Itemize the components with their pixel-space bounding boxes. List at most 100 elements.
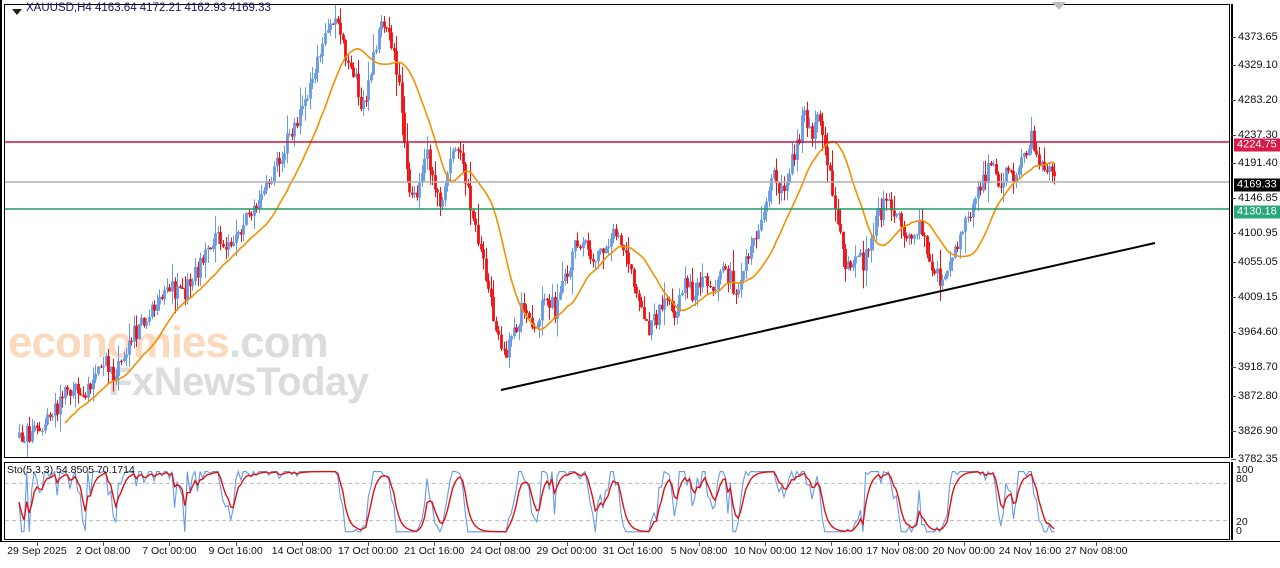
candle-body [931,261,934,271]
candle-body [439,192,442,207]
time-tick [566,542,568,546]
stochastic-d-line [18,470,1055,533]
candle-body [212,245,215,250]
candle-body [181,287,184,290]
support-level-badge[interactable]: 4130.18 [1234,205,1280,219]
candle-body [242,224,245,235]
candle-body [977,186,980,199]
candle-body [773,170,776,179]
time-axis-label: 29 Oct 00:00 [536,545,597,557]
candle-body [661,304,664,310]
candle-body [477,224,480,244]
time-tick [699,542,700,546]
price-tick-label: 3918.70 [1238,361,1278,373]
candle-body [138,324,141,339]
price-tick-label: 4191.40 [1238,157,1278,169]
candle-body [602,248,605,254]
candle-body [939,268,942,286]
price-tick [1231,367,1236,368]
candle-body [311,78,314,83]
candle-body [1005,167,1008,182]
candle-body [232,242,235,247]
time-tick [103,542,105,546]
candle-body [729,270,732,284]
price-chart-plot[interactable] [5,5,1229,457]
candle-body [74,383,77,391]
candle-body [66,387,69,390]
candle-body [189,279,192,287]
candle-body [951,257,954,262]
candle-body [51,415,54,418]
moving-average-line [64,47,1055,424]
candle-body [597,251,600,262]
candle-body [115,376,118,381]
candle-body [783,185,786,191]
candle-body [627,252,630,265]
candle-body [839,223,842,232]
candle-body [36,425,39,428]
candle-body [100,366,103,368]
candle-body [365,100,368,102]
candle-body [329,23,332,30]
candle-body [156,304,159,311]
candle-body [658,304,661,326]
candle-body [1015,175,1018,183]
candle-body [393,48,396,51]
candle-body [306,98,309,100]
candle-body [546,298,549,301]
candle-body [997,174,1000,187]
candle-body [579,246,582,249]
candle-body [543,298,546,301]
candle-body [865,249,868,271]
time-axis[interactable]: 29 Sep 2025 2 Oct 08:00 7 Oct 00:00 9 Oct 1… [0,541,1280,568]
candle-body [143,317,146,326]
candle-body [179,286,182,288]
candle-body [166,287,169,291]
candle-body [735,293,738,295]
candle-body [548,299,551,308]
candle-body [770,178,773,191]
candle-body [153,304,156,311]
candle-body [283,153,286,161]
time-axis-label: 24 Nov 16:00 [998,545,1062,557]
candle-body [877,207,880,216]
candle-body [413,192,416,195]
candle-body [768,190,771,202]
candle-body [709,285,712,288]
candle-body [163,290,166,300]
candle-body [347,60,350,63]
candle-body [630,264,633,270]
candle-body [676,311,679,318]
indicator-label: Sto(5,3,3) 54.8505 70.1714 [7,464,135,476]
resistance-level-badge[interactable]: 4224.75 [1234,138,1280,152]
candle-body [94,373,97,380]
time-axis-label: 20 Nov 00:00 [932,545,996,557]
candle-body [875,215,878,236]
candle-body [418,182,421,198]
current-price-badge[interactable]: 4169.33 [1234,178,1280,192]
candle-body [757,230,760,240]
time-axis-label: 2 Oct 08:00 [76,545,131,557]
candle-body [89,383,92,390]
candle-body [554,297,557,319]
candle-body [355,73,358,77]
candle-body [635,286,638,294]
price-tick-label: 4283.20 [1238,94,1278,106]
candle-body [327,29,330,33]
candle-body [255,205,258,209]
candle-body [250,214,253,216]
candle-body [638,293,641,301]
candle-body [230,241,233,247]
candle-body [446,173,449,187]
candle-body [689,281,692,288]
candle-body [867,249,870,251]
candle-body [961,231,964,235]
candle-body [701,276,704,288]
candle-body [321,43,324,57]
price-tick [1231,65,1236,66]
price-axis[interactable]: 4373.65 4329.10 4283.20 4237.30 4191.40 4146.… [1231,4,1280,465]
collapse-triangle-icon[interactable] [12,9,22,15]
stochastic-plot[interactable] [5,463,1229,539]
stochastic-k-line [18,469,1055,534]
candle-body [337,18,340,23]
